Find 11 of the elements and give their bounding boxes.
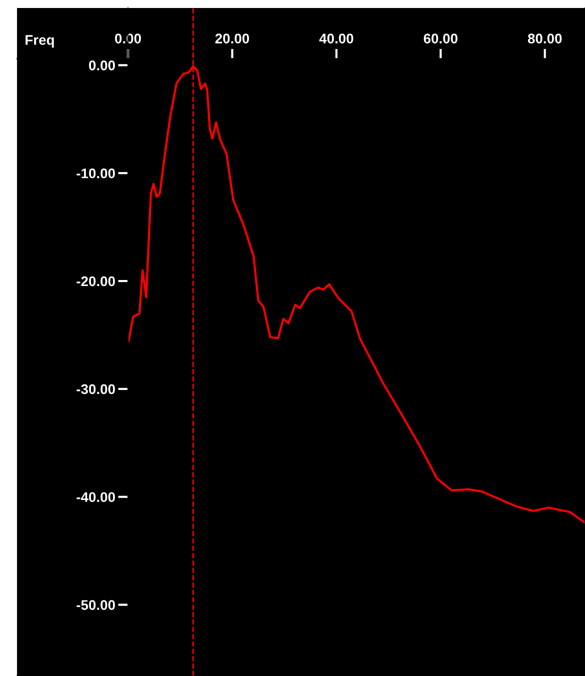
x-tick-label: 20.00 (215, 34, 250, 44)
x-axis-title: Freq (26, 35, 54, 48)
y-tick-label: -20.00 (76, 276, 115, 286)
y-tick-label: -40.00 (76, 492, 115, 502)
y-tick-label: 0.00 (89, 60, 115, 70)
y-tick-label: -50.00 (76, 600, 115, 610)
x-tick-label: 80.00 (528, 34, 562, 44)
y-tick-label: -30.00 (76, 384, 115, 394)
x-tick-label: 60.00 (424, 34, 458, 44)
x-tick-label: 40.00 (319, 34, 354, 44)
y-tick-label: -10.00 (76, 168, 115, 178)
